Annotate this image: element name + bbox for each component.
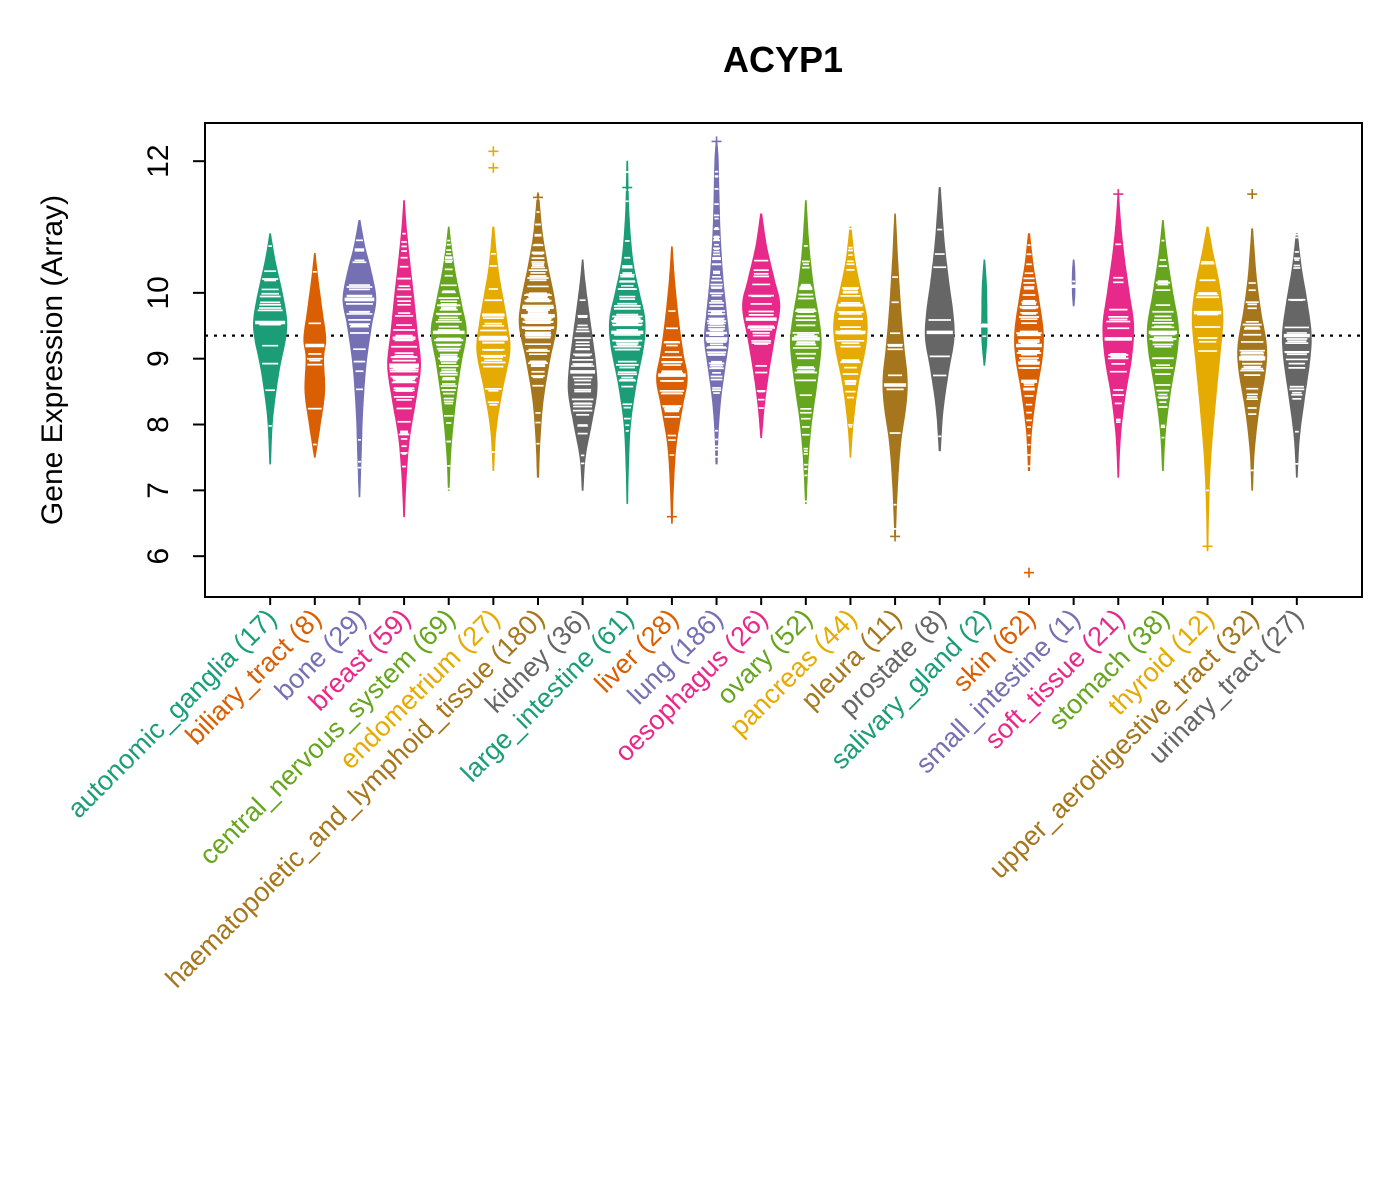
violin-layer bbox=[253, 136, 1312, 578]
outlier-mark bbox=[488, 162, 499, 173]
y-tick-label: 10 bbox=[142, 276, 175, 309]
x-tick-label-autonomic_ganglia: autonomic_ganglia (17) bbox=[62, 603, 283, 824]
data-points-oesophagus bbox=[747, 259, 775, 409]
outlier-mark bbox=[622, 182, 633, 193]
data-points-autonomic_ganglia bbox=[257, 245, 283, 427]
violin-salivary_gland bbox=[981, 259, 988, 366]
y-axis-label: Gene Expression (Array) bbox=[36, 195, 69, 525]
data-points-lung bbox=[705, 170, 728, 458]
violin-liver bbox=[656, 246, 688, 524]
chart-title: ACYP1 bbox=[723, 39, 843, 80]
data-points-urinary_tract bbox=[1284, 233, 1310, 465]
data-points-central_nervous_system bbox=[434, 239, 464, 490]
data-points-bone bbox=[345, 239, 374, 469]
outlier-mark bbox=[890, 531, 901, 542]
violin-thyroid bbox=[1191, 226, 1224, 550]
violin-urinary_tract bbox=[1281, 233, 1312, 478]
y-tick-label: 12 bbox=[142, 144, 175, 177]
violin-small_intestine bbox=[1071, 259, 1076, 307]
violin-kidney bbox=[567, 259, 598, 491]
data-points-liver bbox=[659, 310, 685, 456]
data-points-skin bbox=[1016, 244, 1042, 468]
violin-breast bbox=[387, 200, 422, 518]
data-points-stomach bbox=[1149, 239, 1177, 439]
outlier-mark bbox=[666, 511, 677, 522]
outlier-mark bbox=[488, 146, 499, 157]
violin-stomach bbox=[1146, 220, 1179, 471]
outlier-mark bbox=[532, 192, 543, 203]
data-points-ovary bbox=[792, 245, 820, 503]
plot-border bbox=[204, 122, 1363, 598]
violin-biliary_tract bbox=[303, 253, 327, 458]
violin-soft_tissue bbox=[1102, 193, 1135, 478]
data-points-thyroid bbox=[1194, 261, 1221, 492]
data-points-pleura bbox=[886, 276, 904, 530]
violin-pancreas bbox=[833, 226, 868, 458]
outlier-mark bbox=[711, 136, 722, 147]
y-tick-label: 9 bbox=[142, 350, 175, 367]
violin-endometrium bbox=[476, 226, 511, 471]
y-tick-label: 7 bbox=[142, 482, 175, 499]
violin-prostate bbox=[924, 187, 955, 452]
outlier-mark bbox=[1024, 567, 1035, 578]
data-points-biliary_tract bbox=[307, 271, 323, 446]
violin-ovary bbox=[790, 200, 822, 504]
outlier-mark bbox=[1247, 189, 1258, 200]
violin-autonomic_ganglia bbox=[253, 233, 288, 465]
data-points-large_intestine bbox=[611, 171, 644, 432]
y-tick-label: 6 bbox=[142, 548, 175, 565]
data-points-endometrium bbox=[479, 252, 508, 453]
outlier-mark bbox=[1202, 541, 1213, 552]
y-tick-label: 8 bbox=[142, 416, 175, 433]
outlier-mark bbox=[1113, 189, 1124, 200]
